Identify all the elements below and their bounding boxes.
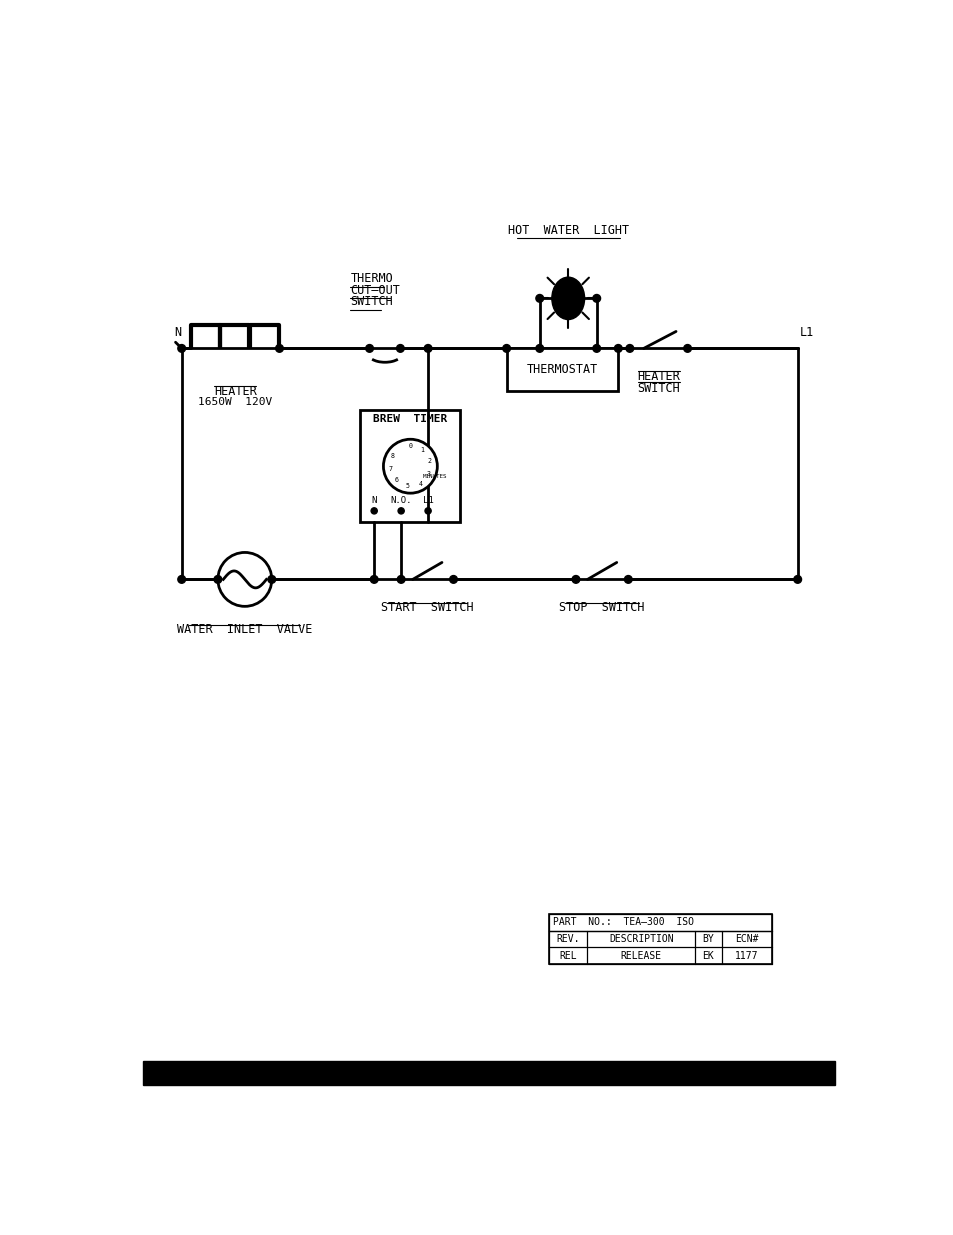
Circle shape xyxy=(502,345,510,352)
Text: REL: REL xyxy=(558,951,577,961)
Text: THERMO: THERMO xyxy=(350,272,393,285)
Circle shape xyxy=(592,294,600,303)
Circle shape xyxy=(683,345,691,352)
Circle shape xyxy=(177,345,185,352)
Circle shape xyxy=(370,576,377,583)
Text: 8: 8 xyxy=(391,453,395,459)
Circle shape xyxy=(592,345,600,352)
Text: BY: BY xyxy=(701,934,714,944)
Circle shape xyxy=(572,576,579,583)
Circle shape xyxy=(536,294,543,303)
Text: CUT–OUT: CUT–OUT xyxy=(350,284,399,296)
Bar xyxy=(360,410,460,521)
Text: 1: 1 xyxy=(420,447,424,453)
Text: 1177: 1177 xyxy=(735,951,758,961)
Text: 7: 7 xyxy=(388,466,392,472)
Circle shape xyxy=(625,345,633,352)
Text: 3: 3 xyxy=(426,471,431,477)
Text: BREW  TIMER: BREW TIMER xyxy=(373,414,447,424)
Circle shape xyxy=(449,576,456,583)
Text: THERMOSTAT: THERMOSTAT xyxy=(526,363,598,377)
Text: 6: 6 xyxy=(394,478,397,483)
Circle shape xyxy=(383,440,436,493)
Text: HEATER: HEATER xyxy=(213,385,256,399)
Text: L1: L1 xyxy=(422,496,433,505)
Text: EK: EK xyxy=(701,951,714,961)
Text: RELEASE: RELEASE xyxy=(620,951,661,961)
Text: 5: 5 xyxy=(405,483,410,489)
Circle shape xyxy=(793,576,801,583)
Text: 1650W  120V: 1650W 120V xyxy=(198,396,272,406)
Circle shape xyxy=(425,508,431,514)
Text: N: N xyxy=(174,326,181,340)
Text: HEATER: HEATER xyxy=(637,370,679,383)
Circle shape xyxy=(177,576,185,583)
Text: 4: 4 xyxy=(418,480,422,487)
Text: WATER  INLET  VALVE: WATER INLET VALVE xyxy=(177,624,313,636)
Text: MINUTES: MINUTES xyxy=(422,474,447,479)
Circle shape xyxy=(275,345,283,352)
Text: ECN#: ECN# xyxy=(735,934,758,944)
Text: SWITCH: SWITCH xyxy=(350,295,393,309)
Text: DESCRIPTION: DESCRIPTION xyxy=(608,934,673,944)
Bar xyxy=(548,914,772,965)
Bar xyxy=(143,1061,834,1086)
Text: 2: 2 xyxy=(427,458,432,464)
Text: REV.: REV. xyxy=(556,934,579,944)
Circle shape xyxy=(424,345,432,352)
Text: PART  NO.:  TEA–300  ISO: PART NO.: TEA–300 ISO xyxy=(552,918,693,927)
Ellipse shape xyxy=(551,277,584,320)
Bar xyxy=(506,348,618,390)
Circle shape xyxy=(614,345,621,352)
Circle shape xyxy=(268,576,275,583)
Text: SWITCH: SWITCH xyxy=(637,382,679,394)
Circle shape xyxy=(213,576,221,583)
Text: STOP  SWITCH: STOP SWITCH xyxy=(558,601,644,614)
Text: START  SWITCH: START SWITCH xyxy=(380,601,473,614)
Text: L1: L1 xyxy=(799,326,813,340)
Text: 0: 0 xyxy=(408,443,412,450)
Circle shape xyxy=(624,576,632,583)
Circle shape xyxy=(365,345,373,352)
Text: N.O.: N.O. xyxy=(390,496,412,505)
Circle shape xyxy=(397,508,404,514)
Circle shape xyxy=(396,576,405,583)
Circle shape xyxy=(371,508,376,514)
Circle shape xyxy=(396,345,404,352)
Text: N: N xyxy=(371,496,376,505)
Text: HOT  WATER  LIGHT: HOT WATER LIGHT xyxy=(507,224,628,237)
Circle shape xyxy=(536,345,543,352)
Circle shape xyxy=(217,552,272,606)
